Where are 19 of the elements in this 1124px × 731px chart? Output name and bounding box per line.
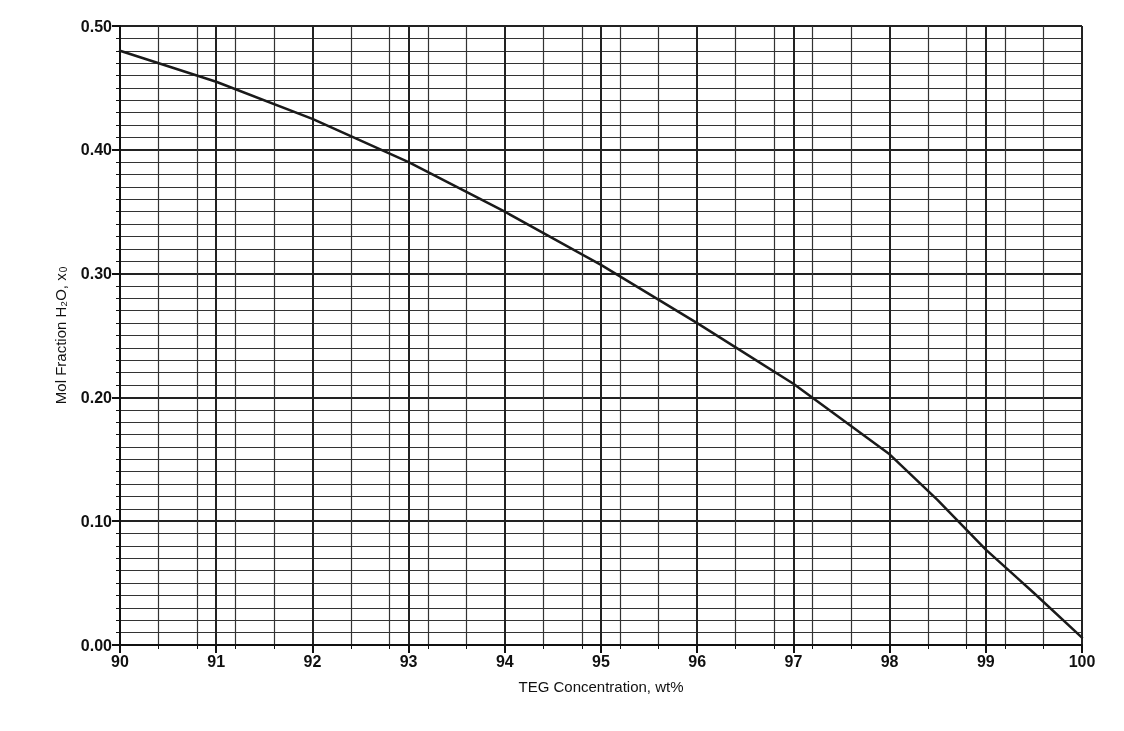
x-tick-label: 100	[1068, 652, 1096, 670]
y-tick-label: 0.50	[80, 17, 113, 35]
x-tick-label: 98	[880, 652, 899, 670]
x-axis-title: TEG Concentration, wt%	[518, 678, 684, 695]
y-axis-title: Mol Fraction H₂O, x0	[51, 266, 69, 405]
x-tick-label: 94	[495, 652, 514, 670]
x-tick-label: 95	[592, 652, 610, 670]
x-tick-label: 93	[399, 652, 418, 670]
x-tick-label: 92	[303, 652, 322, 670]
y-tick-label: 0.40	[80, 141, 113, 159]
x-tick-label: 96	[688, 652, 707, 670]
y-tick-label: 0.30	[80, 265, 113, 283]
x-tick-label: 97	[784, 652, 803, 670]
x-tick-label: 90	[111, 652, 129, 670]
x-tick-label: 99	[976, 652, 995, 670]
x-tick-label: 91	[207, 652, 226, 670]
y-tick-label: 0.00	[80, 636, 113, 654]
y-tick-label: 0.20	[80, 388, 113, 406]
y-tick-label: 0.10	[80, 512, 113, 530]
